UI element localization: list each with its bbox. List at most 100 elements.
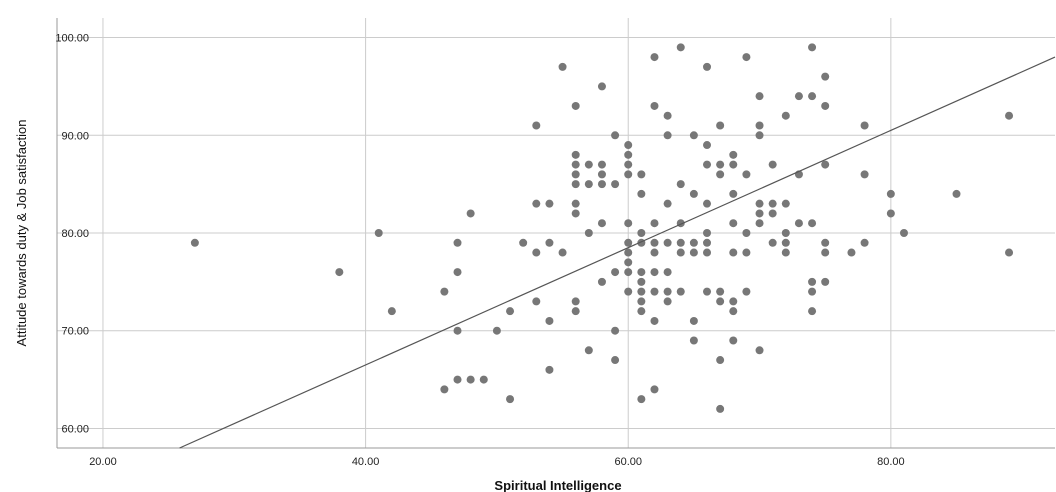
data-point bbox=[716, 404, 725, 413]
data-point bbox=[611, 180, 620, 189]
y-tick-label: 90.00 bbox=[61, 130, 89, 142]
data-point bbox=[689, 238, 698, 247]
data-point bbox=[742, 248, 751, 257]
data-point bbox=[663, 131, 672, 140]
data-point bbox=[755, 199, 764, 208]
data-point bbox=[703, 287, 712, 296]
data-point bbox=[703, 238, 712, 247]
data-point bbox=[611, 268, 620, 277]
data-point bbox=[492, 326, 501, 335]
data-point bbox=[453, 326, 462, 335]
data-point bbox=[676, 248, 685, 257]
data-point bbox=[506, 307, 515, 316]
data-point bbox=[860, 170, 869, 179]
data-point bbox=[650, 219, 659, 228]
data-point bbox=[742, 170, 751, 179]
data-point bbox=[716, 287, 725, 296]
y-tick-label: 80.00 bbox=[61, 228, 89, 240]
data-point bbox=[624, 219, 633, 228]
data-point bbox=[1005, 248, 1014, 257]
y-axis-title: Attitude towards duty & Job satisfaction bbox=[14, 120, 29, 347]
data-point bbox=[453, 238, 462, 247]
data-point bbox=[584, 229, 593, 237]
data-point bbox=[794, 92, 803, 101]
data-point bbox=[821, 72, 830, 81]
data-point bbox=[703, 248, 712, 257]
data-point bbox=[663, 297, 672, 306]
data-point bbox=[597, 277, 606, 286]
data-point bbox=[597, 180, 606, 189]
data-point bbox=[808, 277, 817, 286]
y-tick-label: 70.00 bbox=[61, 326, 89, 338]
data-point bbox=[611, 326, 620, 335]
data-point bbox=[532, 121, 541, 130]
data-point bbox=[611, 356, 620, 365]
x-tick-label: 40.00 bbox=[352, 456, 380, 468]
data-point bbox=[716, 170, 725, 179]
data-point bbox=[624, 268, 633, 277]
data-point bbox=[794, 219, 803, 228]
data-point bbox=[637, 395, 646, 404]
data-point bbox=[821, 248, 830, 257]
data-point bbox=[440, 287, 449, 296]
data-point bbox=[703, 141, 712, 150]
data-point bbox=[545, 316, 554, 325]
data-point bbox=[729, 307, 738, 316]
data-point bbox=[558, 248, 567, 257]
data-point bbox=[886, 189, 895, 198]
data-point bbox=[335, 268, 344, 277]
data-point bbox=[729, 336, 738, 345]
data-point bbox=[716, 160, 725, 169]
data-point bbox=[624, 150, 633, 159]
data-point bbox=[624, 248, 633, 257]
data-point bbox=[571, 199, 580, 208]
data-point bbox=[558, 62, 567, 71]
x-tick-labels: 20.00 40.00 60.00 80.00 bbox=[89, 456, 904, 468]
data-point bbox=[742, 229, 751, 237]
data-point bbox=[703, 229, 712, 237]
data-point bbox=[637, 307, 646, 316]
data-point bbox=[860, 121, 869, 130]
data-point bbox=[624, 160, 633, 169]
data-point bbox=[821, 277, 830, 286]
y-tick-labels: 60.00 70.00 80.00 90.00 100.00 bbox=[55, 33, 89, 436]
data-point bbox=[597, 160, 606, 169]
data-point bbox=[571, 101, 580, 110]
data-point bbox=[637, 189, 646, 198]
data-point bbox=[729, 189, 738, 198]
data-point bbox=[729, 150, 738, 159]
data-point bbox=[808, 219, 817, 228]
data-point bbox=[886, 209, 895, 218]
data-point bbox=[755, 131, 764, 140]
data-point bbox=[479, 375, 488, 384]
data-point bbox=[663, 238, 672, 247]
data-point bbox=[571, 307, 580, 316]
data-point bbox=[703, 199, 712, 208]
data-point bbox=[768, 238, 777, 247]
x-tick-label: 80.00 bbox=[877, 456, 905, 468]
data-point bbox=[689, 131, 698, 140]
data-point bbox=[821, 160, 830, 169]
data-point bbox=[571, 297, 580, 306]
data-point bbox=[584, 180, 593, 189]
data-point bbox=[637, 277, 646, 286]
data-point bbox=[663, 111, 672, 120]
data-point bbox=[571, 160, 580, 169]
data-point bbox=[637, 297, 646, 306]
data-point bbox=[571, 180, 580, 189]
data-point bbox=[781, 229, 790, 237]
data-point bbox=[716, 297, 725, 306]
data-point bbox=[571, 170, 580, 179]
data-point bbox=[703, 62, 712, 71]
x-tick-label: 20.00 bbox=[89, 456, 117, 468]
data-point bbox=[689, 336, 698, 345]
data-points bbox=[190, 43, 1014, 413]
data-point bbox=[808, 92, 817, 101]
data-point bbox=[624, 287, 633, 296]
data-point bbox=[716, 121, 725, 130]
data-point bbox=[768, 209, 777, 218]
data-point bbox=[860, 238, 869, 247]
data-point bbox=[374, 229, 383, 237]
data-point bbox=[899, 229, 908, 237]
data-point bbox=[466, 375, 475, 384]
